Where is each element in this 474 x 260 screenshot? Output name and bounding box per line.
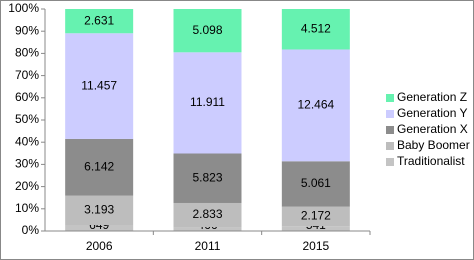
- legend-swatch: [386, 126, 394, 134]
- data-label: 11.911: [190, 95, 225, 109]
- bar-segment: [281, 161, 350, 207]
- bar-segment: [281, 206, 350, 227]
- bar-segment: [65, 9, 134, 34]
- data-label: 2.172: [301, 209, 331, 223]
- data-label: 6.142: [84, 159, 114, 173]
- data-label: 5.098: [192, 23, 222, 37]
- y-tick-label: 90%: [15, 23, 39, 37]
- bar-segment: [173, 227, 242, 231]
- legend-label: Generation Z: [397, 90, 467, 104]
- x-tick-label: 2006: [86, 239, 113, 253]
- legend-label: Generation X: [397, 122, 468, 136]
- y-tick-label: 70%: [15, 68, 39, 82]
- data-label: 2.631: [84, 13, 114, 27]
- bar-segment: [65, 225, 134, 231]
- bar-segment: [65, 33, 134, 139]
- bar-segment: [65, 195, 134, 226]
- legend-swatch: [386, 142, 394, 150]
- data-label: 5.823: [192, 170, 222, 184]
- x-tick-label: 2015: [302, 239, 329, 253]
- bar-segment: [281, 9, 350, 50]
- legend-label: Traditionalist: [397, 154, 465, 168]
- legend-label: Generation Y: [397, 106, 468, 120]
- bar-segment: [173, 9, 242, 53]
- y-tick-label: 30%: [15, 157, 39, 171]
- y-tick-label: 60%: [15, 90, 39, 104]
- data-label: 3.193: [84, 202, 114, 216]
- data-label: 4.512: [301, 21, 331, 35]
- legend-swatch: [386, 110, 394, 118]
- data-label: 5.061: [301, 176, 331, 190]
- bar-segment: [173, 153, 242, 203]
- y-tick-label: 20%: [15, 179, 39, 193]
- y-tick-label: 0%: [22, 223, 40, 237]
- bar-segment: [173, 52, 242, 154]
- data-label: 2.833: [192, 207, 222, 221]
- legend-swatch: [386, 94, 394, 102]
- y-tick-label: 10%: [15, 201, 39, 215]
- data-label: 12.464: [297, 98, 334, 112]
- legend-swatch: [386, 158, 394, 166]
- bar-segment: [281, 226, 350, 231]
- y-tick-label: 50%: [15, 112, 39, 126]
- legend-label: Baby Boomer: [397, 138, 470, 152]
- bar-segment: [281, 49, 350, 162]
- bar-segment: [173, 202, 242, 228]
- x-tick-label: 2011: [195, 239, 221, 253]
- y-tick-label: 40%: [15, 134, 39, 148]
- y-tick-label: 100%: [8, 1, 39, 15]
- bar-segment: [65, 138, 134, 196]
- data-label: 11.457: [81, 78, 117, 92]
- y-tick-label: 80%: [15, 46, 39, 60]
